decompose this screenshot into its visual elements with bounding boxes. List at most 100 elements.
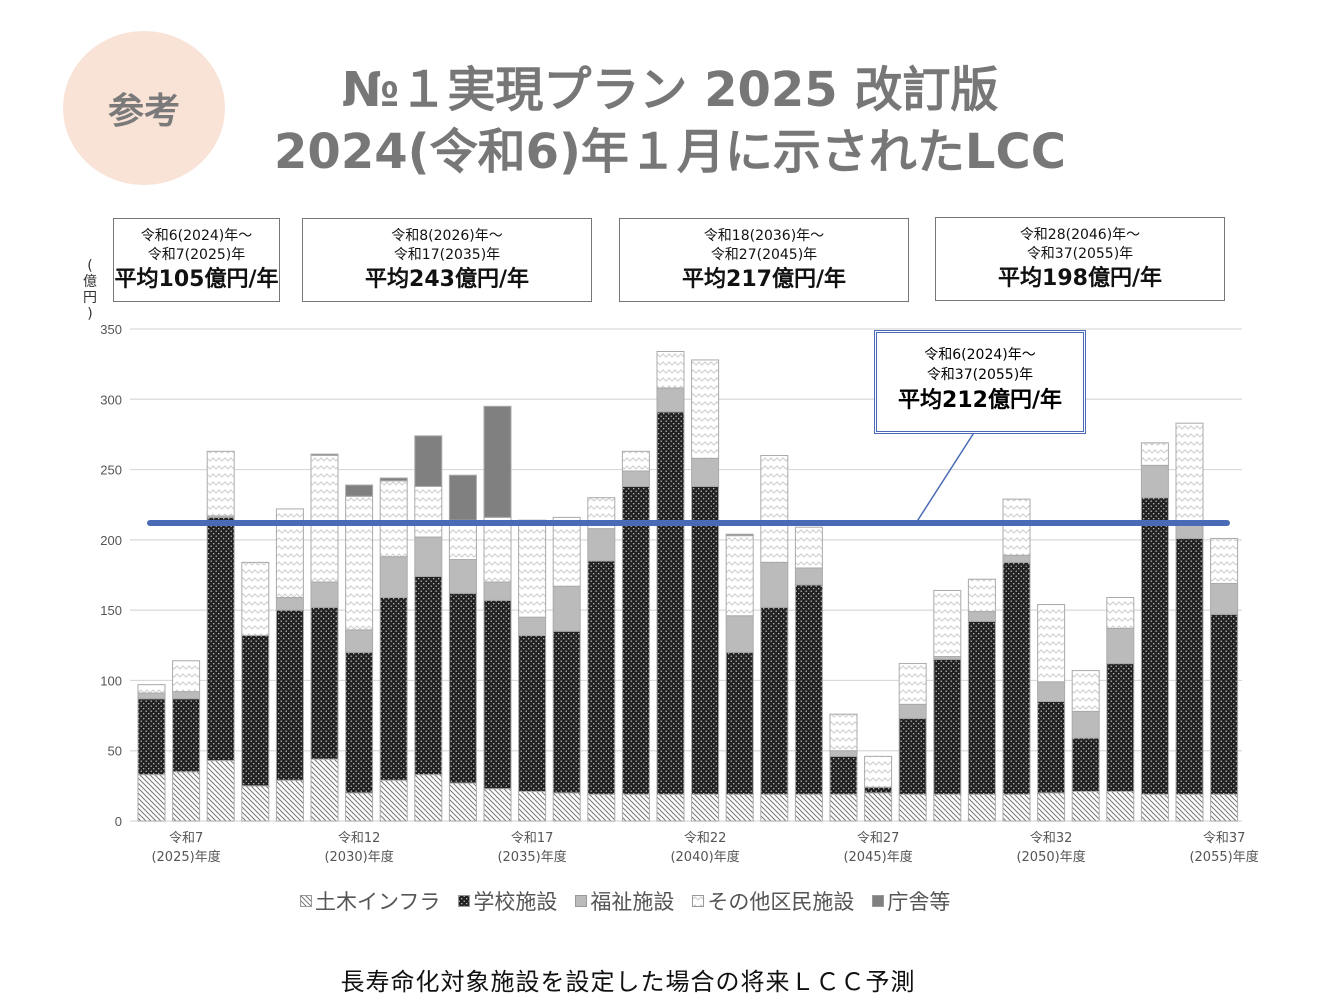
x-tick-label: 令和27 xyxy=(857,831,900,846)
y-tick-label: 150 xyxy=(100,603,122,618)
bar-segment-civil xyxy=(1037,792,1066,822)
bar-segment-gov xyxy=(414,435,443,487)
bar-segment-school xyxy=(725,651,754,795)
y-tick-label: 50 xyxy=(108,744,122,759)
bar-stack-2054 xyxy=(1175,422,1204,822)
x-tick-sublabel: (2055)年度 xyxy=(1189,849,1258,865)
bar-stack-2051 xyxy=(1071,670,1100,822)
bar-stack-2040 xyxy=(691,359,720,822)
bar-segment-school xyxy=(933,658,962,795)
bar-segment-welfare xyxy=(691,457,720,487)
legend-label: 土木インフラ xyxy=(315,890,441,914)
bar-segment-other xyxy=(933,589,962,658)
overall-average: 平均212億円/年 xyxy=(898,388,1062,413)
period-range-end: 令和7(2025)年 xyxy=(147,247,246,263)
bar-segment-welfare xyxy=(1140,464,1169,499)
bar-segment-civil xyxy=(483,788,512,822)
bar-segment-other xyxy=(137,684,166,694)
bar-segment-civil xyxy=(1106,790,1135,822)
x-tick-label: 令和22 xyxy=(684,831,727,846)
period-box-2: 令和8(2026)年～ 令和17(2035)年 平均243億円/年 xyxy=(302,218,592,302)
bar-segment-school xyxy=(379,596,408,781)
bar-segment-gov xyxy=(345,484,374,497)
legend-label: 福祉施設 xyxy=(590,890,675,914)
y-tick-label: 300 xyxy=(100,392,122,407)
bar-segment-welfare xyxy=(1106,627,1135,665)
bar-segment-school xyxy=(414,575,443,776)
title-line-2: 2024(令和6)年１月に示されたLCC xyxy=(274,124,1066,180)
bar-stack-2053 xyxy=(1140,442,1169,822)
badge-label: 参考 xyxy=(107,91,180,132)
bar-segment-civil xyxy=(206,760,235,822)
bar-segment-school xyxy=(483,599,512,790)
bar-segment-other xyxy=(829,713,858,752)
bar-segment-civil xyxy=(137,774,166,822)
bar-segment-welfare xyxy=(379,556,408,598)
bar-segment-other xyxy=(310,455,339,583)
bar-segment-welfare xyxy=(448,559,477,594)
bar-segment-civil xyxy=(1071,790,1100,822)
bar-stack-2031 xyxy=(379,477,408,822)
overall-range-end: 令和37(2055)年 xyxy=(926,367,1034,383)
bar-segment-civil xyxy=(898,793,927,822)
bar-stack-2052 xyxy=(1106,596,1135,822)
bar-stack-2026 xyxy=(206,450,235,822)
bar-segment-other xyxy=(448,519,477,561)
bar-segment-welfare xyxy=(1002,554,1031,563)
bar-segment-school xyxy=(1106,663,1135,792)
bar-segment-school xyxy=(206,516,235,762)
period-range-end: 令和27(2045)年 xyxy=(710,247,818,263)
bar-segment-gov xyxy=(310,453,339,457)
x-tick-sublabel: (2025)年度 xyxy=(151,849,220,865)
bar-stack-2041 xyxy=(725,533,754,822)
bar-segment-civil xyxy=(310,758,339,822)
bar-stack-2036 xyxy=(552,516,581,822)
bar-segment-gov xyxy=(448,474,477,521)
y-tick-label: 200 xyxy=(100,533,122,548)
bar-segment-other xyxy=(1106,596,1135,629)
bar-segment-school xyxy=(1071,737,1100,792)
bar-segment-civil xyxy=(691,793,720,822)
bar-segment-civil xyxy=(864,792,893,822)
period-range-start: 令和28(2046)年～ xyxy=(1019,227,1141,243)
bar-segment-school xyxy=(864,786,893,794)
bar-segment-other xyxy=(1140,442,1169,466)
y-axis-label: 億円 xyxy=(83,274,97,306)
period-average: 平均105億円/年 xyxy=(114,267,279,292)
bar-segment-welfare xyxy=(310,581,339,608)
y-tick-label: 0 xyxy=(115,814,122,829)
bar-segment-other xyxy=(518,519,547,618)
period-average: 平均217億円/年 xyxy=(682,267,846,292)
bar-stack-2042 xyxy=(760,455,789,822)
bar-stack-2029 xyxy=(310,453,339,822)
bar-segment-welfare xyxy=(1037,681,1066,703)
bar-stack-2025 xyxy=(172,660,201,822)
bar-segment-welfare xyxy=(760,561,789,608)
bar-stack-2034 xyxy=(483,405,512,822)
period-box-4: 令和28(2046)年～ 令和37(2055)年 平均198億円/年 xyxy=(935,217,1225,301)
bar-segment-other xyxy=(483,516,512,583)
bar-segment-school xyxy=(760,606,789,795)
bar-segment-school xyxy=(829,755,858,795)
bar-segment-other xyxy=(691,359,720,459)
bar-stack-2049 xyxy=(1002,498,1031,822)
bar-stack-2027 xyxy=(241,561,270,822)
legend-label: 庁舎等 xyxy=(887,890,951,914)
bar-segment-welfare xyxy=(794,567,823,586)
bar-segment-other xyxy=(864,755,893,788)
bar-segment-welfare xyxy=(137,692,166,700)
period-box-1: 令和6(2024)年～ 令和7(2025)年 平均105億円/年 xyxy=(113,218,280,302)
x-tick-sublabel: (2035)年度 xyxy=(497,849,566,865)
bar-segment-school xyxy=(1175,537,1204,795)
bar-segment-other xyxy=(241,561,270,636)
x-tick-label: 令和37 xyxy=(1203,831,1246,846)
bar-stack-2044 xyxy=(829,713,858,822)
bar-segment-gov xyxy=(379,477,408,482)
bar-stack-2033 xyxy=(448,474,477,822)
bar-segment-welfare xyxy=(621,470,650,487)
bar-segment-civil xyxy=(829,793,858,822)
x-tick-label: 令和7 xyxy=(169,831,203,846)
chart-legend: 土木インフラ 学校施設 福祉施設 その他区民施設 庁舎等 xyxy=(300,886,1060,916)
bar-stack-2035 xyxy=(518,519,547,822)
bar-stack-2024 xyxy=(137,684,166,822)
